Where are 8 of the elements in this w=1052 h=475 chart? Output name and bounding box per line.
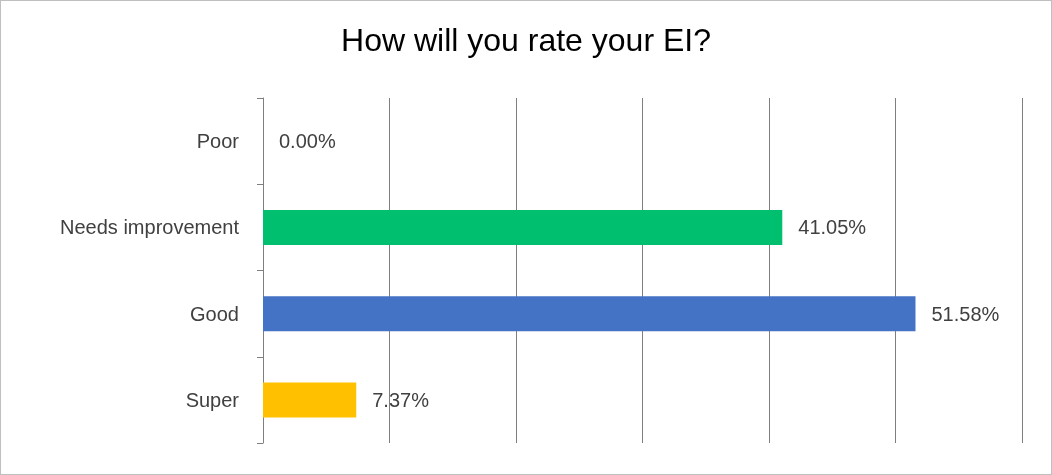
- y-tick-label: Needs improvement: [60, 216, 240, 239]
- chart-title: How will you rate your EI?: [341, 22, 711, 58]
- y-tick-label: Poor: [196, 130, 240, 153]
- y-tick-label: Super: [185, 388, 240, 411]
- data-label: 51.58%: [931, 302, 1000, 325]
- data-label: 0.00%: [279, 130, 336, 153]
- y-tick-label: Good: [190, 302, 239, 325]
- data-label: 41.05%: [798, 216, 867, 239]
